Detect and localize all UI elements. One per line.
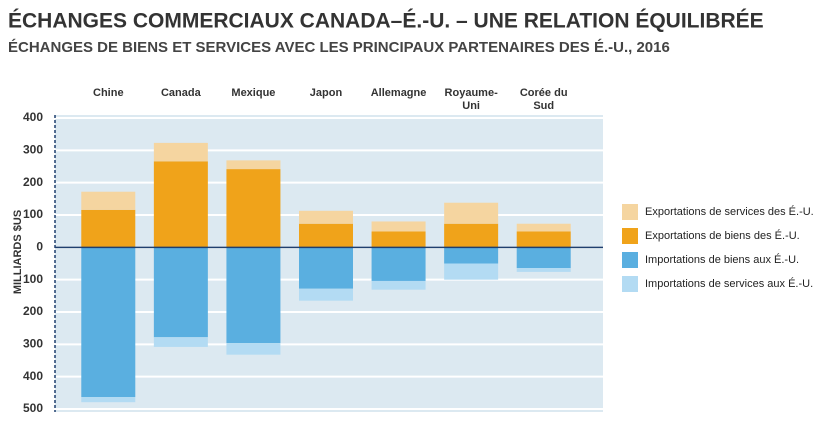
- bar-segment: [226, 247, 281, 344]
- chart-title: ÉCHANGES COMMERCIAUX CANADA–É.-U. – UNE …: [8, 10, 764, 33]
- bar-segment: [299, 288, 353, 301]
- y-tick-label: 300: [23, 143, 43, 157]
- x-tick-label: Allemagne: [370, 87, 427, 99]
- bar-segment: [81, 397, 136, 403]
- x-tick-label: Royaume-Uni: [444, 87, 498, 112]
- y-tick-label: 100: [23, 207, 43, 221]
- bar-segment: [299, 223, 353, 248]
- bar-segment: [516, 247, 571, 269]
- bar-segment: [444, 247, 499, 264]
- x-tick-label: Japon: [309, 87, 343, 99]
- legend-label: Importations de services aux É.-U.: [645, 277, 813, 290]
- bar-segment: [226, 160, 281, 170]
- legend-label: Importations de biens aux É.-U.: [645, 253, 799, 266]
- legend-label: Exportations de services des É.-U.: [645, 205, 814, 218]
- y-tick-label: 400: [23, 369, 43, 383]
- y-tick-label: 200: [23, 304, 43, 318]
- bar-segment: [444, 263, 499, 280]
- y-axis-label: MILLIARDS $US: [12, 210, 24, 294]
- y-tick-label: 400: [23, 110, 43, 124]
- legend-label: Exportations de biens des É.-U.: [645, 229, 800, 242]
- x-tick-label: Chine: [93, 87, 124, 99]
- bar-segment: [226, 343, 281, 355]
- bar-segment: [371, 280, 426, 290]
- x-tick-label: Canada: [160, 87, 201, 99]
- bar-segment: [444, 223, 499, 248]
- bar-segment: [516, 223, 571, 232]
- y-tick-label: 200: [23, 175, 43, 189]
- bar-segment: [299, 210, 353, 224]
- bar-segment: [444, 202, 499, 224]
- bar-segment: [516, 231, 571, 248]
- bar-segment: [153, 161, 208, 248]
- y-tick-label: 300: [23, 337, 43, 351]
- bar-segment: [153, 247, 208, 338]
- bar-segment: [153, 337, 208, 347]
- bar-segment: [226, 169, 281, 248]
- bar-segment: [81, 209, 136, 248]
- bar-segment: [81, 191, 136, 210]
- y-tick-label: 500: [23, 401, 43, 415]
- bar-segment: [299, 247, 353, 289]
- bar-segment: [371, 231, 426, 248]
- legend-swatch: [622, 276, 638, 292]
- chart-subtitle: ÉCHANGES DE BIENS ET SERVICES AVEC LES P…: [8, 39, 670, 56]
- legend-swatch: [622, 204, 638, 220]
- y-tick-label: 100: [23, 272, 43, 286]
- bar-segment: [81, 247, 136, 398]
- x-tick-label: Corée du Sud: [519, 87, 568, 112]
- x-tick-label: Mexique: [231, 87, 276, 99]
- legend-swatch: [622, 252, 638, 268]
- legend-swatch: [622, 228, 638, 244]
- bar-segment: [371, 247, 426, 281]
- y-tick-label: 0: [36, 240, 43, 254]
- bar-segment: [153, 142, 208, 162]
- bar-segment: [371, 221, 426, 232]
- bar-segment: [516, 268, 571, 272]
